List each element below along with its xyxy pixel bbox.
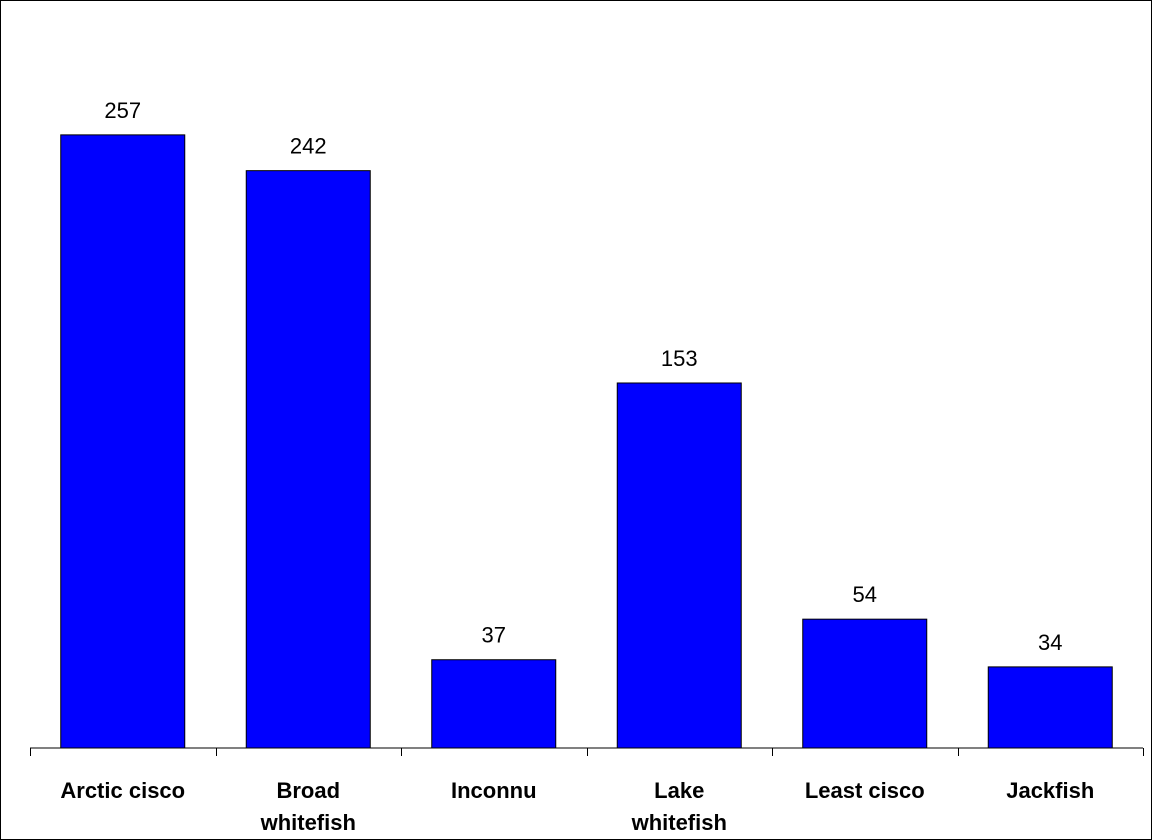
bar	[431, 659, 557, 749]
bar-value-label: 54	[853, 582, 877, 607]
category-label: Arctic cisco	[60, 778, 185, 803]
bar-value-label: 242	[290, 134, 327, 159]
bar	[245, 170, 371, 749]
bar-value-label: 34	[1038, 630, 1062, 655]
category-label: Least cisco	[805, 778, 925, 803]
value-labels-layer: 257 242 37 153 54 34	[104, 98, 1062, 655]
bar	[60, 134, 186, 749]
bar	[987, 666, 1113, 749]
category-label: Inconnu	[451, 778, 537, 803]
bar-value-label: 153	[661, 346, 698, 371]
category-label: Jackfish	[1006, 778, 1094, 803]
category-label: Lake	[654, 778, 704, 803]
bar-value-label: 257	[104, 98, 141, 123]
category-label: whitefish	[260, 810, 356, 835]
bars-layer	[60, 134, 1113, 749]
category-label: whitefish	[631, 810, 727, 835]
bar	[802, 618, 928, 749]
category-label: Broad	[276, 778, 340, 803]
bar-value-label: 37	[482, 623, 506, 648]
category-labels-layer: Arctic cisco Broad whitefish Inconnu Lake whi…	[60, 778, 1094, 835]
bar	[616, 382, 742, 749]
x-ticks-layer	[30, 748, 1144, 756]
